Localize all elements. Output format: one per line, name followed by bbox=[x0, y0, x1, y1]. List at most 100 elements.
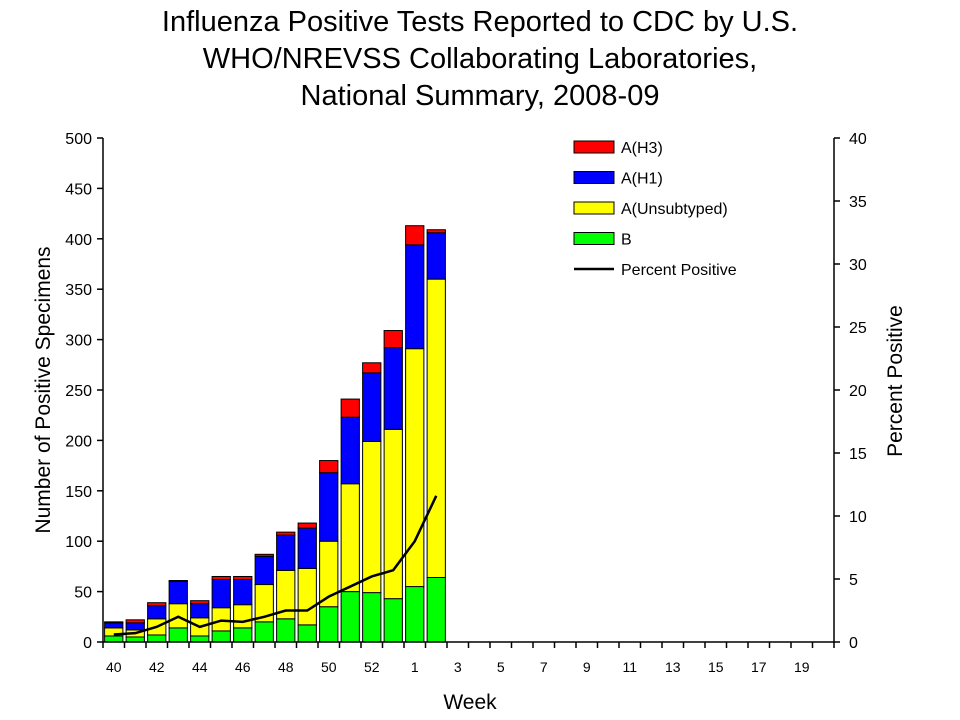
x-tick-label: 40 bbox=[106, 659, 122, 675]
bar-a-h3--week-53 bbox=[383, 330, 403, 349]
bar-a-h1--week-52 bbox=[362, 372, 382, 442]
bar-a-h1--week-50 bbox=[319, 472, 339, 542]
bar-a-h1--week-2 bbox=[426, 232, 446, 280]
legend-label-percent-positive: Percent Positive bbox=[621, 262, 737, 279]
y-tick-label: 400 bbox=[65, 232, 92, 249]
y2-axis-title: Percent Positive bbox=[884, 305, 907, 457]
bar-a-unsubtyped--week-45 bbox=[211, 607, 231, 632]
bar-a-h1--week-43 bbox=[168, 581, 188, 605]
bar-a-h1--week-44 bbox=[190, 603, 210, 619]
bar-a-h3--week-52 bbox=[362, 362, 382, 374]
bar-a-h3--week-45 bbox=[211, 575, 231, 580]
legend-swatch-a-h3- bbox=[573, 140, 615, 154]
bar-a-unsubtyped--week-2 bbox=[426, 278, 446, 578]
bar-b-week-44 bbox=[190, 635, 210, 643]
chart-title-line-2: WHO/NREVSS Collaborating Laboratories, bbox=[202, 43, 758, 75]
y-tick-label: 300 bbox=[65, 333, 92, 350]
bar-b-week-51 bbox=[340, 591, 360, 643]
x-tick-label: 48 bbox=[278, 659, 294, 675]
bar-b-week-53 bbox=[383, 598, 403, 643]
x-tick-label: 17 bbox=[751, 659, 767, 675]
bar-b-week-50 bbox=[319, 606, 339, 643]
x-tick-label: 19 bbox=[794, 659, 810, 675]
legend-swatch-b bbox=[573, 232, 615, 245]
y-tick-label: 150 bbox=[65, 484, 92, 501]
bar-a-h3--week-49 bbox=[297, 522, 317, 529]
x-tick-label: 3 bbox=[454, 659, 462, 675]
bar-b-week-42 bbox=[147, 634, 167, 643]
bar-a-unsubtyped--week-52 bbox=[362, 440, 382, 594]
y2-tick-label: 0 bbox=[849, 635, 858, 652]
bar-a-h3--week-51 bbox=[340, 398, 360, 418]
bar-b-week-47 bbox=[254, 621, 274, 643]
x-tick-label: 50 bbox=[321, 659, 337, 675]
bar-a-h3--week-46 bbox=[233, 575, 253, 580]
chart-title-line-1: Influenza Positive Tests Reported to CDC… bbox=[161, 6, 799, 38]
bar-a-h1--week-53 bbox=[383, 347, 403, 430]
bar-a-h3--week-44 bbox=[190, 600, 210, 605]
bar-a-h3--week-41 bbox=[125, 619, 145, 624]
percent-positive-line bbox=[113, 495, 438, 636]
percent-line-layer bbox=[113, 495, 438, 636]
y-tick-label: 350 bbox=[65, 282, 92, 299]
y2-tick-label: 25 bbox=[849, 320, 867, 337]
bar-a-h1--week-47 bbox=[254, 555, 274, 586]
bar-a-h1--week-41 bbox=[125, 622, 145, 631]
bar-b-week-1 bbox=[405, 586, 425, 643]
bar-a-unsubtyped--week-49 bbox=[297, 567, 317, 626]
bar-a-h1--week-49 bbox=[297, 527, 317, 569]
legend: A(H3) A(H1) A(Unsubtyped) B Percent Positive bbox=[573, 140, 737, 279]
bar-b-week-43 bbox=[168, 627, 188, 643]
x-tick-label: 1 bbox=[411, 659, 419, 675]
y-tick-label: 500 bbox=[65, 131, 92, 148]
y2-tick-label: 40 bbox=[849, 131, 867, 148]
bar-b-week-41 bbox=[125, 636, 145, 643]
bar-b-week-40 bbox=[104, 635, 124, 643]
y-tick-label: 450 bbox=[65, 181, 92, 198]
bars-layer bbox=[104, 225, 446, 643]
bar-a-h1--week-51 bbox=[340, 416, 360, 485]
x-tick-label: 44 bbox=[192, 659, 208, 675]
y2-tick-label: 30 bbox=[849, 257, 867, 274]
y-tick-label: 0 bbox=[83, 635, 92, 652]
chart-title-line-3: National Summary, 2008-09 bbox=[300, 80, 660, 112]
bar-a-h3--week-48 bbox=[276, 531, 296, 536]
x-tick-label: 7 bbox=[540, 659, 548, 675]
bar-b-week-49 bbox=[297, 624, 317, 643]
x-tick-label: 42 bbox=[149, 659, 165, 675]
bar-a-unsubtyped--week-51 bbox=[340, 483, 360, 593]
x-tick-label: 46 bbox=[235, 659, 251, 675]
x-axis-title: Week bbox=[443, 691, 497, 714]
bar-a-h1--week-48 bbox=[276, 534, 296, 571]
y-tick-label: 50 bbox=[74, 585, 92, 602]
x-tick-label: 15 bbox=[708, 659, 724, 675]
bar-a-h1--week-1 bbox=[405, 244, 425, 350]
bar-a-unsubtyped--week-46 bbox=[233, 604, 253, 629]
y-tick-label: 100 bbox=[65, 534, 92, 551]
legend-label-a-unsubtyped-: A(Unsubtyped) bbox=[621, 201, 728, 218]
x-tick-label: 52 bbox=[364, 659, 380, 675]
bar-a-h3--week-42 bbox=[147, 602, 167, 607]
x-tick-label: 9 bbox=[583, 659, 591, 675]
bar-a-h3--week-1 bbox=[405, 225, 425, 246]
x-tick-label: 5 bbox=[497, 659, 505, 675]
legend-swatch-a-unsubtyped- bbox=[573, 201, 615, 215]
y2-tick-label: 15 bbox=[849, 446, 867, 463]
axes-layer: 0501001502002503003504004505000510152025… bbox=[65, 131, 867, 675]
bar-a-h1--week-46 bbox=[233, 579, 253, 606]
y-tick-label: 250 bbox=[65, 383, 92, 400]
bar-a-h3--week-43 bbox=[168, 580, 188, 583]
y2-tick-label: 20 bbox=[849, 383, 867, 400]
bar-b-week-46 bbox=[233, 627, 253, 643]
y-tick-label: 200 bbox=[65, 433, 92, 450]
bar-b-week-52 bbox=[362, 592, 382, 643]
bar-a-h1--week-40 bbox=[104, 622, 124, 629]
legend-label-b: B bbox=[621, 232, 632, 249]
x-tick-label: 11 bbox=[622, 659, 637, 675]
x-tick-label: 13 bbox=[665, 659, 681, 675]
bar-b-week-45 bbox=[211, 630, 231, 643]
bar-a-h3--week-47 bbox=[254, 553, 274, 557]
legend-label-a-h3-: A(H3) bbox=[621, 140, 663, 157]
y-axis-title: Number of Positive Specimens bbox=[32, 246, 55, 533]
